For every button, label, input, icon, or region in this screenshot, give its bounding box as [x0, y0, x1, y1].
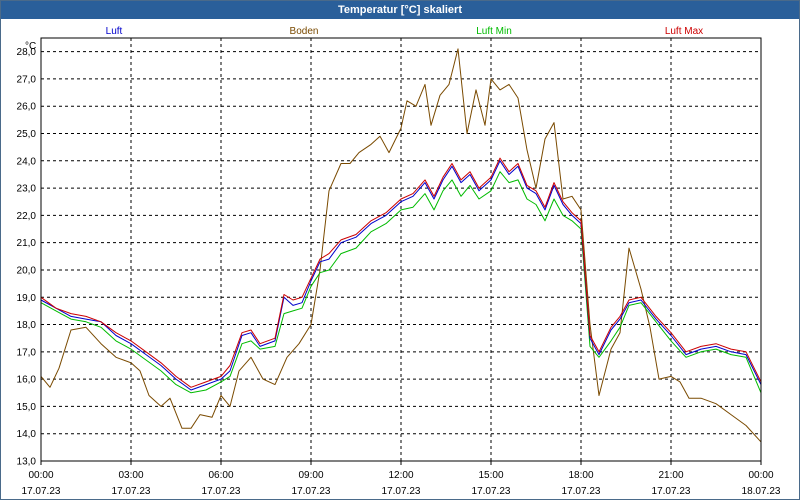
legend-entry: Boden	[290, 26, 319, 37]
y-tick-label: 20,0	[17, 265, 37, 276]
y-axis-label: °C	[25, 41, 36, 52]
legend: Luft Boden Luft Min Luft Max	[106, 26, 704, 37]
y-tick-label: 24,0	[17, 156, 37, 167]
x-tick-date: 17.07.23	[652, 486, 691, 497]
chart-title: Temperatur [°C] skaliert	[1, 1, 799, 19]
x-tick-time: 03:00	[118, 470, 143, 481]
y-tick-label: 18,0	[17, 320, 37, 331]
y-tick-label: 28,0	[17, 47, 37, 58]
x-tick-date: 17.07.23	[562, 486, 601, 497]
x-tick-date: 17.07.23	[112, 486, 151, 497]
y-tick-label: 19,0	[17, 293, 37, 304]
y-tick-label: 15,0	[17, 402, 37, 413]
x-tick-time: 09:00	[298, 470, 323, 481]
x-tick-time: 06:00	[208, 470, 233, 481]
x-tick-date: 17.07.23	[22, 486, 61, 497]
series-line	[40, 160, 762, 391]
plot-frame	[40, 37, 762, 462]
x-tick-time: 21:00	[658, 470, 683, 481]
grid	[41, 38, 761, 462]
x-tick-time: 12:00	[388, 470, 413, 481]
x-tick-date: 17.07.23	[382, 486, 421, 497]
y-tick-label: 22,0	[17, 211, 37, 222]
legend-entry: Luft	[106, 26, 123, 37]
legend-entry: Luft Max	[665, 26, 703, 37]
x-tick-time: 00:00	[28, 470, 53, 481]
x-tick-date: 18.07.23	[742, 486, 781, 497]
y-tick-label: 26,0	[17, 102, 37, 113]
y-tick-label: 25,0	[17, 129, 37, 140]
series-line	[40, 48, 762, 443]
x-axis: 00:00 17.07.23 03:00 17.07.23 06:00 17.07.23 0…	[22, 461, 781, 497]
x-tick-time: 00:00	[748, 470, 773, 481]
y-tick-label: 14,0	[17, 429, 37, 440]
x-tick-date: 17.07.23	[202, 486, 241, 497]
y-tick-label: 27,0	[17, 74, 37, 85]
y-tick-label: 17,0	[17, 347, 37, 358]
series-line	[40, 157, 762, 388]
y-axis: °C 13,0 14,0 15,0 16,0 17,0 18,0 19,0 20,0 21,0 2…	[17, 41, 37, 468]
series-line	[40, 171, 762, 394]
series-lines	[40, 48, 762, 443]
y-tick-label: 23,0	[17, 184, 37, 195]
legend-entry: Luft Min	[476, 26, 512, 37]
y-tick-label: 21,0	[17, 238, 37, 249]
x-tick-date: 17.07.23	[472, 486, 511, 497]
x-tick-date: 17.07.23	[292, 486, 331, 497]
x-tick-time: 18:00	[568, 470, 593, 481]
x-tick-time: 15:00	[478, 470, 503, 481]
y-tick-label: 13,0	[17, 457, 37, 468]
y-tick-label: 16,0	[17, 375, 37, 386]
